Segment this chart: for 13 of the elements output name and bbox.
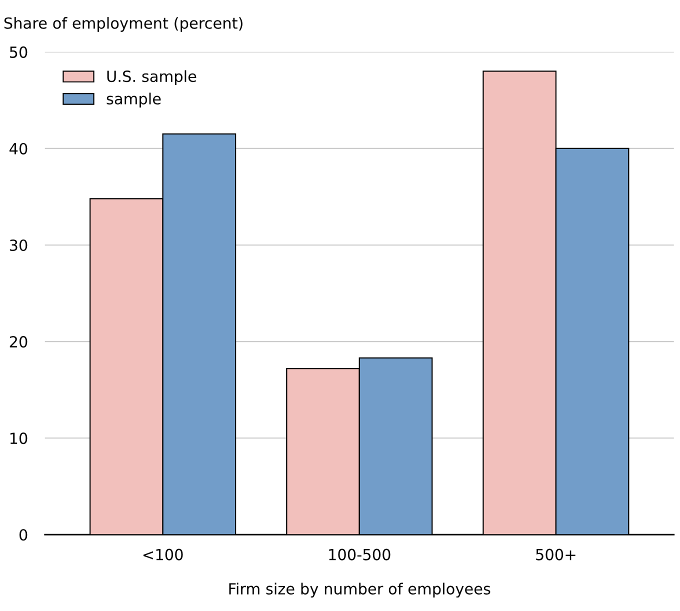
y-tick-label: 0 bbox=[20, 529, 28, 541]
x-tick-label: 100-500 bbox=[329, 548, 390, 560]
legend-label: sample bbox=[106, 92, 161, 108]
x-axis-title: Firm size by number of employees bbox=[229, 582, 490, 598]
y-tick-label: 50 bbox=[10, 46, 28, 58]
x-tick-label: 500+ bbox=[536, 548, 576, 560]
legend-label: U.S. sample bbox=[107, 70, 196, 86]
y-tick-label: 30 bbox=[10, 239, 28, 252]
y-axis-title: Share of employment (percent) bbox=[4, 17, 242, 32]
y-tick-label: 40 bbox=[10, 142, 28, 154]
y-tick-label: 10 bbox=[10, 432, 28, 444]
y-tick-label: 20 bbox=[10, 336, 28, 348]
x-tick-label: <100 bbox=[143, 548, 183, 560]
